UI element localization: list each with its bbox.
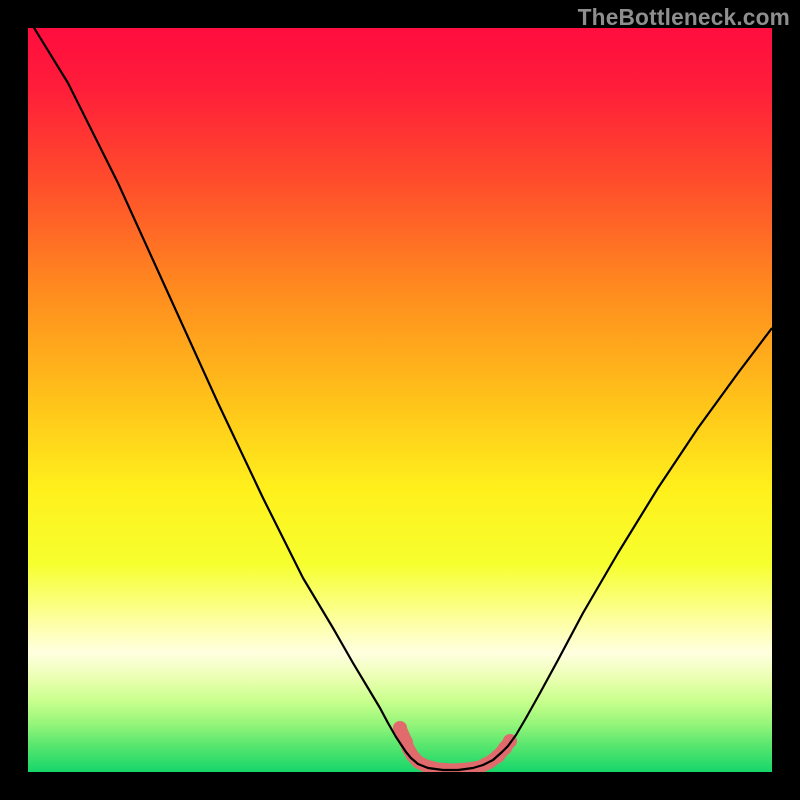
watermark-text: TheBottleneck.com	[578, 4, 790, 31]
main-curve-line	[28, 28, 772, 770]
chart-frame: TheBottleneck.com	[0, 0, 800, 800]
bottleneck-curve	[28, 28, 772, 772]
plot-area	[28, 28, 772, 772]
